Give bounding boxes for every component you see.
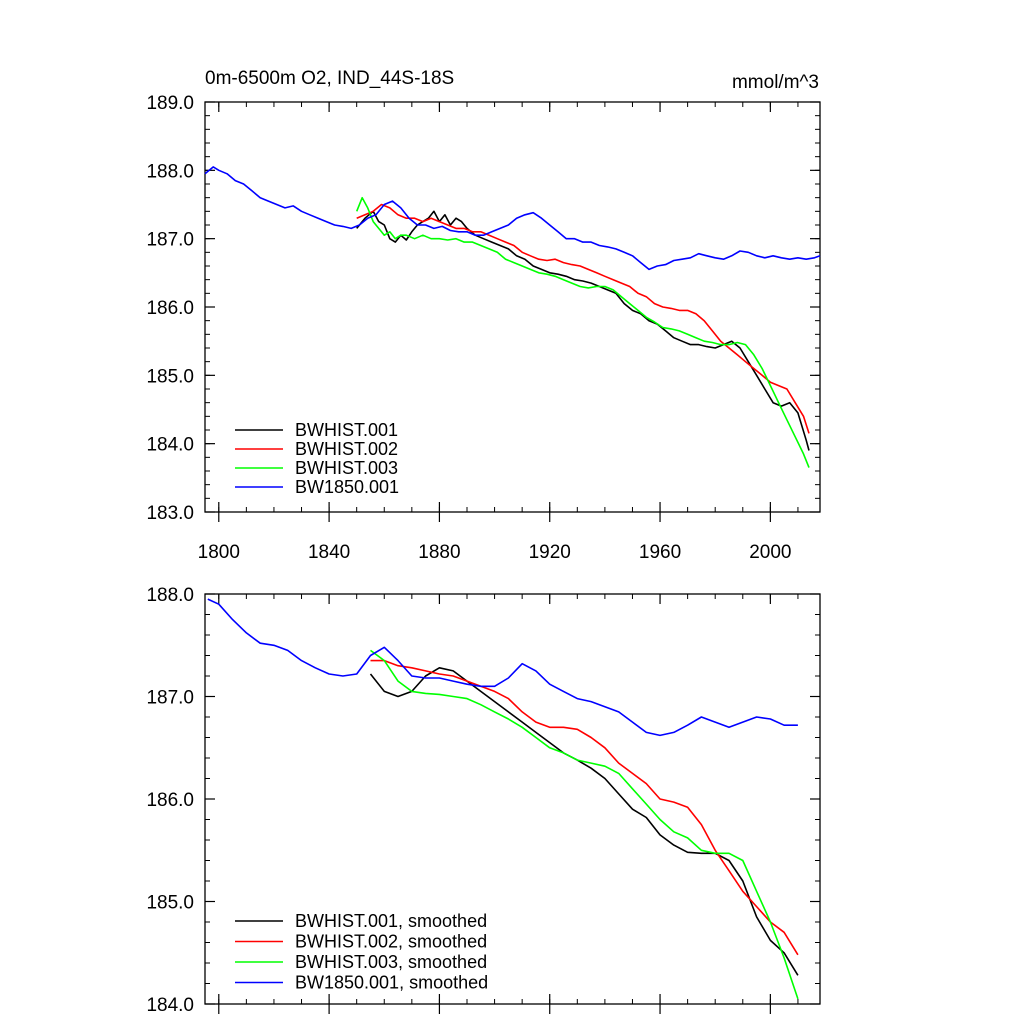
y-tick-label: 188.0 — [146, 585, 194, 606]
y-tick-label: 188.0 — [146, 161, 194, 182]
legend-label: BWHIST.002, smoothed — [295, 932, 487, 952]
top-panel-ticks: 183.0 184.0 185.0 186.0 187.0 188.0 189.0 1800 1… — [146, 93, 820, 563]
y-tick-label: 186.0 — [146, 298, 194, 319]
y-tick-label: 187.0 — [146, 230, 194, 251]
y-tick-label: 184.0 — [146, 995, 194, 1016]
x-tick-label: 1960 — [639, 542, 681, 563]
x-tick-label: 1840 — [308, 542, 350, 563]
series-line-bwhist-001-smoothed — [369, 666, 799, 976]
top-panel-series — [204, 166, 821, 468]
legend-label: BWHIST.001 — [295, 420, 398, 440]
series-line-bwhist-003-smoothed — [370, 649, 799, 1000]
top-panel: 0m-6500m O2, IND_44S-18S mmol/m^3 183.01… — [146, 68, 821, 563]
legend-label: BWHIST.003 — [295, 458, 398, 478]
x-tick-label: 2000 — [749, 542, 791, 563]
y-tick-label: 184.0 — [146, 435, 194, 456]
x-tick-label: 1880 — [418, 542, 460, 563]
series-line-bwhist-001 — [356, 210, 810, 451]
y-tick-label: 183.0 — [146, 503, 194, 524]
legend-label: BWHIST.002 — [295, 439, 398, 459]
bottom-panel-series — [207, 598, 799, 1000]
y-tick-label: 189.0 — [146, 93, 194, 114]
series-line-bw1850-001 — [204, 166, 821, 271]
legend-label: BW1850.001 — [295, 477, 399, 497]
series-line-bwhist-003 — [355, 196, 810, 468]
series-line-bw1850-001-smoothed — [207, 598, 798, 737]
y-tick-label: 187.0 — [146, 688, 194, 709]
top-panel-units: mmol/m^3 — [732, 72, 819, 93]
top-panel-title: 0m-6500m O2, IND_44S-18S — [205, 68, 454, 89]
y-tick-label: 185.0 — [146, 893, 194, 914]
bottom-panel: 184.0 185.0 186.0 187.0 188.0 BWHIST.001, sm… — [146, 585, 821, 1016]
bottom-panel-ticks: 184.0 185.0 186.0 187.0 188.0 — [146, 585, 820, 1016]
series-line-bwhist-002-smoothed — [370, 659, 799, 956]
legend-label: BW1850.001, smoothed — [295, 973, 488, 993]
series-line-bwhist-002 — [356, 203, 810, 434]
y-tick-label: 186.0 — [146, 790, 194, 811]
x-tick-label: 1800 — [198, 542, 240, 563]
x-tick-label: 1920 — [529, 542, 571, 563]
legend-label: BWHIST.003, smoothed — [295, 952, 487, 972]
legend-label: BWHIST.001, smoothed — [295, 911, 487, 931]
y-tick-label: 185.0 — [146, 366, 194, 387]
